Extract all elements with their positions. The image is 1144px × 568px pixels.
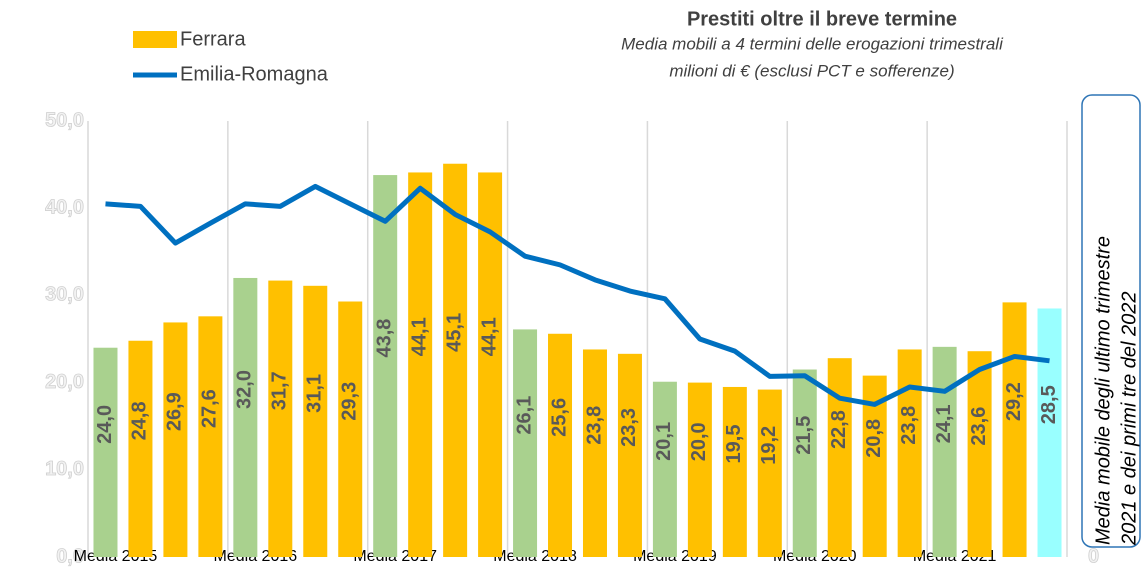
- data-label: 29,2: [1003, 382, 1025, 421]
- annotation: Media mobile degli ultimo trimestre: [1092, 236, 1114, 545]
- bar: [897, 349, 922, 557]
- bar: [722, 386, 747, 557]
- annotation: 2021 e dei primi tre del 2022: [1118, 292, 1140, 547]
- bar: [757, 389, 782, 557]
- data-label: 22,8: [828, 410, 850, 449]
- bar: [548, 333, 573, 557]
- chart-title: Prestiti oltre il breve termine: [687, 8, 957, 30]
- bar: [932, 346, 957, 557]
- bar: [338, 301, 363, 557]
- data-label: 23,8: [583, 406, 605, 445]
- data-label: 32,0: [234, 370, 256, 409]
- bar: [687, 382, 712, 557]
- y2-tick-label: 0: [1088, 545, 1099, 567]
- y-tick-label: 40,0: [45, 196, 84, 218]
- bar: [93, 347, 118, 557]
- bar: [163, 322, 188, 557]
- bar: [792, 369, 817, 557]
- data-label: 29,3: [339, 382, 361, 421]
- data-label: 24,1: [933, 404, 955, 443]
- y-tick-label: 20,0: [45, 371, 84, 393]
- data-label: 20,1: [653, 422, 675, 461]
- data-label: 26,9: [164, 392, 186, 431]
- data-label: 24,0: [94, 405, 116, 444]
- legend-swatch: [133, 31, 177, 48]
- bar: [582, 349, 607, 557]
- line-series: [105, 183, 1050, 407]
- data-label: 27,6: [199, 389, 221, 428]
- data-label: 25,6: [548, 398, 570, 437]
- y-tick-label: 30,0: [45, 284, 84, 306]
- bar: [967, 351, 992, 557]
- chart-subtitle: Media mobili a 4 termini delle erogazion…: [621, 34, 1004, 53]
- data-label: 20,0: [688, 422, 710, 461]
- data-label: 23,3: [618, 408, 640, 447]
- data-label: 43,8: [373, 319, 395, 358]
- data-label: 20,8: [863, 419, 885, 458]
- data-label: 31,1: [304, 374, 326, 413]
- bar: [1002, 302, 1027, 557]
- legend-label: Ferrara: [180, 28, 246, 50]
- annotation-box: [1081, 94, 1141, 548]
- data-label: 45,1: [443, 313, 465, 352]
- chart-subtitle: milioni di € (esclusi PCT e sofferenze): [669, 61, 954, 80]
- data-label: 24,8: [129, 401, 151, 440]
- bar: [617, 353, 642, 557]
- bar: [443, 163, 468, 557]
- bar: [652, 381, 677, 557]
- bar: [128, 340, 153, 557]
- bar: [827, 358, 852, 557]
- data-label: 44,1: [408, 317, 430, 356]
- data-label: 19,5: [723, 425, 745, 464]
- data-label: 31,7: [269, 371, 291, 410]
- overlay: Media mobile degli ultimo trimestre 2021…: [1081, 94, 1141, 548]
- bar: [268, 280, 293, 557]
- data-label: 19,2: [758, 426, 780, 465]
- bar: [303, 285, 328, 557]
- data-label: 26,1: [513, 396, 535, 435]
- data-label: 23,8: [898, 406, 920, 445]
- bar: [233, 277, 258, 557]
- legend-label: Emilia-Romagna: [180, 63, 329, 85]
- data-label: 28,5: [1038, 385, 1060, 424]
- y-tick-label: 0,0: [56, 545, 84, 567]
- bar: [198, 316, 223, 557]
- y-tick-label: 10,0: [45, 458, 84, 480]
- bar: [408, 172, 433, 557]
- bar: [513, 329, 538, 557]
- bar: [1037, 308, 1062, 557]
- data-label: 44,1: [478, 317, 500, 356]
- data-label: 21,5: [793, 416, 815, 455]
- plot: 0,010,020,030,040,050,002004006008001000…: [45, 109, 1133, 568]
- data-label: 23,6: [968, 407, 990, 446]
- y-tick-label: 50,0: [45, 109, 84, 131]
- bar: [373, 175, 398, 557]
